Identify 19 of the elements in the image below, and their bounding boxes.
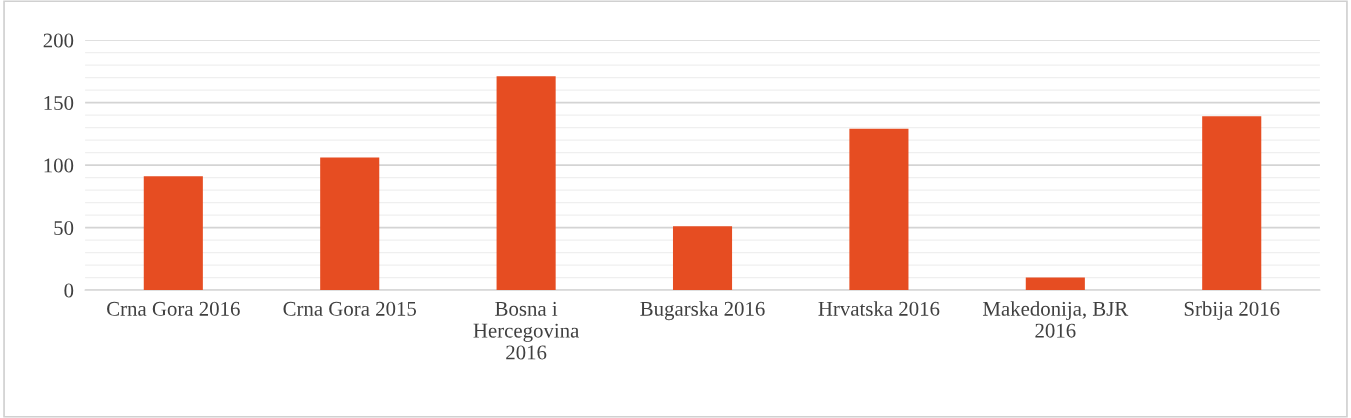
y-tick-label: 0 (64, 283, 74, 298)
x-tick-label: Makedonija, BJR 2016 (983, 301, 1129, 338)
y-tick-label: 200 (43, 33, 74, 48)
bar (1202, 116, 1262, 291)
bar (143, 176, 203, 291)
bar (849, 128, 909, 291)
y-tick-label: 50 (54, 220, 74, 236)
bar (1025, 277, 1085, 291)
x-tick-label: Crna Gora 2015 (283, 301, 417, 316)
bar (672, 226, 733, 291)
y-tick-label: 150 (44, 95, 74, 111)
x-tick-label: Srbija 2016 (1184, 301, 1280, 321)
x-tick-label: Bugarska 2016 (640, 301, 765, 321)
bar (320, 157, 380, 291)
x-tick-label: Hrvatska 2016 (818, 301, 940, 316)
x-tick-label: Crna Gora 2016 (107, 301, 240, 316)
y-tick-label: 100 (44, 158, 74, 173)
x-tick-label: Bosna i Hercegovina 2016 (473, 301, 580, 360)
bar (496, 76, 556, 291)
